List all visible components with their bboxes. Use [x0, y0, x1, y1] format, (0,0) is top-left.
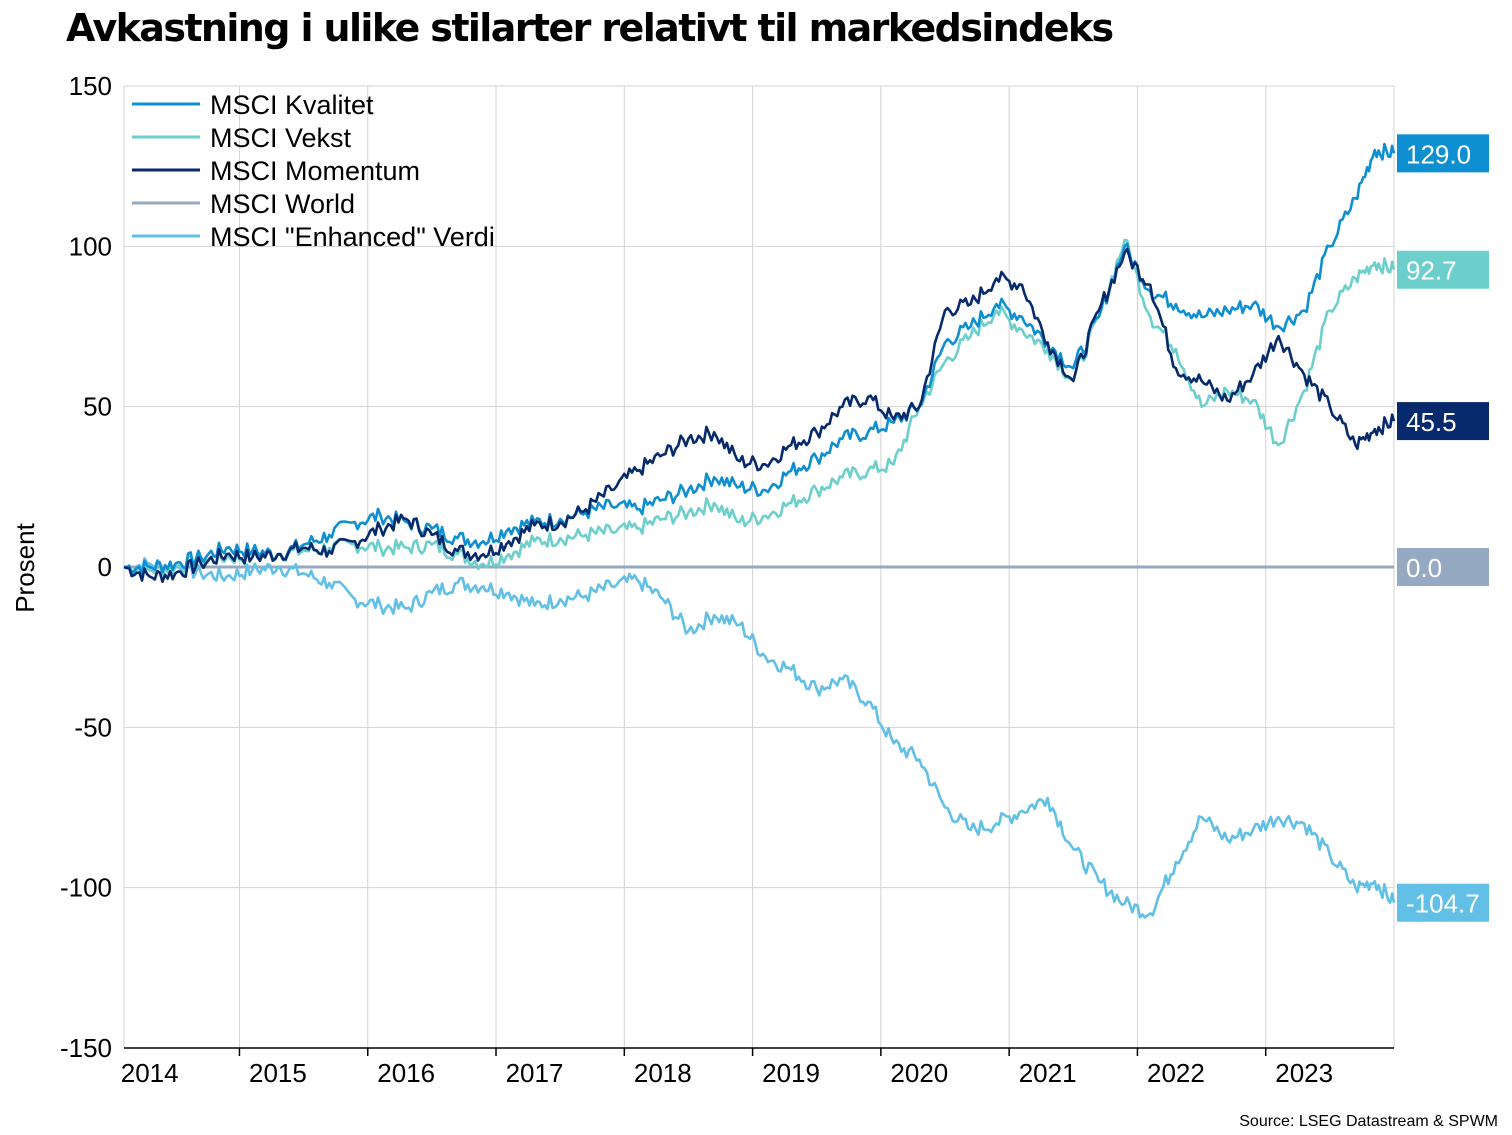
series-line-msci-enhanced-verdi [123, 557, 1396, 919]
end-label-value: 0.0 [1406, 553, 1442, 583]
end-label-box [1397, 402, 1489, 441]
x-tick-label: 2018 [634, 1058, 692, 1088]
end-label-value: 129.0 [1406, 139, 1471, 169]
end-labels: 129.0 92.7 45.5 0.0 -104.7 [1397, 134, 1489, 922]
y-tick-label: 50 [83, 392, 112, 422]
x-tick-label: 2019 [762, 1058, 820, 1088]
series-line-msci-kvalitet [123, 142, 1396, 576]
x-tick-label: 2022 [1147, 1058, 1205, 1088]
legend-entry: MSCI Momentum [210, 156, 420, 186]
end-label-box [1397, 883, 1489, 922]
end-label-box [1397, 548, 1489, 586]
x-tick-label: 2016 [377, 1058, 435, 1088]
x-tick-label: 2017 [506, 1058, 564, 1088]
legend-entry: MSCI "Enhanced" Verdi [210, 222, 495, 252]
axes: 150 100 50 0 -50 -100 -150 2014 2015 2016 2017 2018… [60, 71, 1394, 1088]
x-tick-label: 2015 [249, 1058, 307, 1088]
y-tick-label: 0 [98, 552, 112, 582]
y-tick-label: -150 [60, 1033, 112, 1063]
y-tick-label: -100 [60, 873, 112, 903]
series-lines [123, 142, 1396, 919]
legend-entry: MSCI Vekst [210, 123, 352, 153]
source-note: Source: LSEG Datastream & SPWM [1239, 1113, 1498, 1130]
legend-entry: MSCI World [210, 189, 355, 219]
y-tick-label: 100 [69, 231, 112, 261]
x-tick-label: 2014 [121, 1058, 179, 1088]
x-tick-label: 2021 [1019, 1058, 1077, 1088]
end-label-value: 45.5 [1406, 407, 1457, 437]
x-tick-label: 2023 [1275, 1058, 1333, 1088]
series-line-msci-vekst [123, 238, 1396, 578]
chart-title: Avkastning i ulike stilarter relativt ti… [66, 6, 1114, 50]
end-label-box [1397, 134, 1489, 173]
y-tick-label: -50 [74, 712, 112, 742]
end-label-value: -104.7 [1406, 889, 1480, 919]
end-label-value: 92.7 [1406, 256, 1457, 286]
y-tick-label: 150 [69, 71, 112, 101]
series-line-msci-momentum [123, 247, 1396, 584]
x-tick-label: 2020 [890, 1058, 948, 1088]
legend-entry: MSCI Kvalitet [210, 90, 374, 120]
end-label-box [1397, 250, 1489, 289]
y-axis-label: Prosent [10, 522, 40, 612]
